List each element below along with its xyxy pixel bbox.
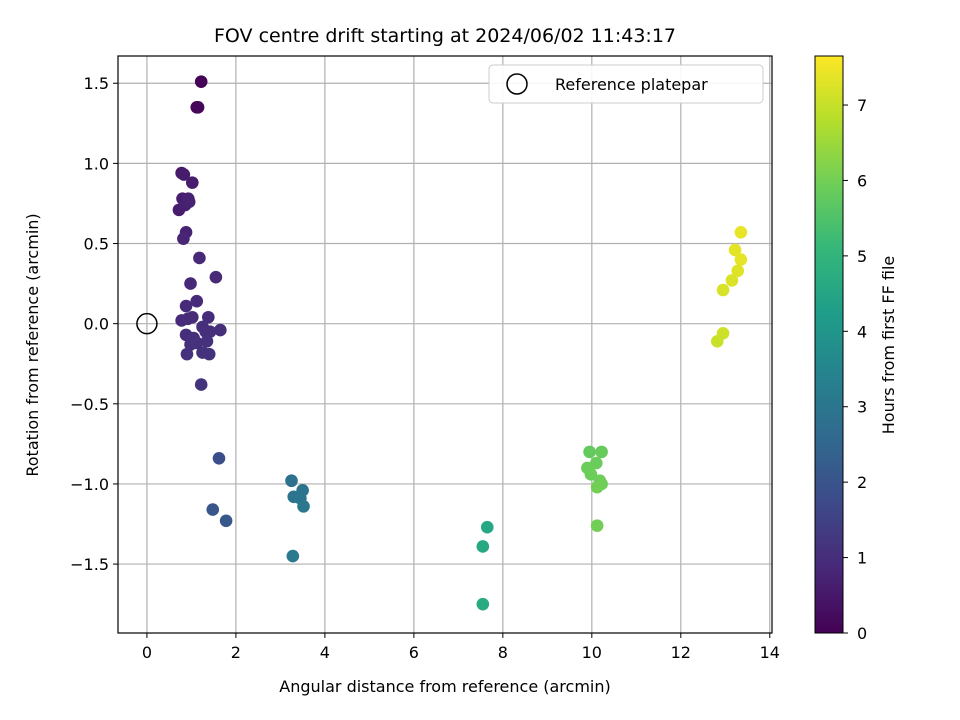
data-point	[209, 270, 223, 284]
data-point	[285, 474, 298, 488]
data-point	[194, 75, 208, 88]
data-point	[725, 274, 739, 287]
y-tick-label: 1.0	[84, 154, 109, 173]
data-point	[190, 336, 204, 350]
data-point	[179, 299, 193, 313]
data-point	[184, 277, 197, 290]
data-point	[480, 520, 494, 534]
colorbar-tick-label: 6	[857, 171, 867, 190]
data-point	[191, 100, 205, 114]
data-point	[214, 323, 227, 337]
colorbar-tick-label: 1	[857, 549, 867, 568]
data-point	[194, 378, 208, 391]
data-point	[212, 451, 226, 465]
colorbar-tick-label: 0	[857, 624, 867, 643]
data-point	[476, 597, 490, 611]
data-points	[172, 75, 748, 611]
data-point	[200, 334, 214, 348]
colorbar-label: Hours from first FF file	[879, 256, 898, 435]
legend-label: Reference platepar	[555, 75, 708, 94]
data-point	[193, 251, 206, 265]
legend-reference-marker	[506, 73, 528, 95]
reference-platepar-marker	[136, 312, 158, 335]
x-tick-label: 0	[142, 643, 152, 662]
data-point	[177, 232, 190, 246]
data-point	[710, 334, 724, 348]
colorbar-tick-label: 4	[857, 322, 867, 341]
data-point	[583, 445, 596, 459]
data-point	[590, 519, 604, 532]
y-axis-label: Rotation from reference (arcmin)	[23, 213, 42, 476]
data-point	[734, 226, 748, 239]
y-tick-label: 0.5	[84, 235, 109, 254]
data-point	[590, 480, 604, 494]
data-point	[202, 347, 216, 361]
data-point	[190, 294, 204, 308]
plot-frame	[117, 55, 773, 634]
colorbar-ticks: 0 1 2 3 4 5 6 7	[843, 96, 867, 643]
colorbar-tick-label: 5	[857, 247, 867, 266]
data-point	[202, 310, 215, 324]
data-point	[734, 253, 748, 266]
data-point	[716, 283, 730, 297]
x-tick-label: 14	[760, 643, 780, 662]
y-tick-label: −0.5	[70, 395, 109, 414]
data-point	[728, 243, 742, 257]
data-point	[731, 264, 745, 278]
data-point	[185, 310, 199, 324]
colorbar: 0 1 2 3 4 5 6 7 Hours from first FF file	[814, 55, 898, 643]
data-point	[185, 176, 199, 189]
data-point	[182, 195, 196, 209]
data-point	[286, 549, 300, 563]
y-tick-label: 0.0	[84, 315, 109, 334]
x-tick-label: 10	[582, 643, 602, 662]
grid-lines	[118, 56, 772, 633]
data-point	[595, 445, 608, 459]
data-point	[203, 325, 217, 338]
x-tick-label: 8	[498, 643, 508, 662]
x-axis-label: Angular distance from reference (arcmin)	[279, 677, 610, 696]
reference-point-layer	[136, 312, 158, 335]
legend: Reference platepar	[488, 64, 764, 104]
data-point	[297, 500, 310, 513]
y-axis-ticks: 1.5 1.0 0.5 0.0 −0.5 −1.0 −1.5	[70, 74, 118, 574]
data-point	[177, 168, 191, 181]
y-tick-label: −1.0	[70, 475, 109, 494]
y-tick-label: 1.5	[84, 74, 109, 93]
chart-title: FOV centre drift starting at 2024/06/02 …	[214, 25, 676, 47]
colorbar-gradient	[814, 55, 844, 634]
data-point	[206, 503, 220, 516]
y-tick-label: −1.5	[70, 555, 109, 574]
data-point	[584, 468, 598, 481]
x-axis-ticks: 0 2 4 6 8 10 12 14	[142, 633, 780, 662]
x-tick-label: 6	[409, 643, 419, 662]
data-point	[476, 540, 490, 553]
colorbar-tick-label: 3	[857, 398, 867, 417]
legend-box	[488, 64, 764, 104]
x-tick-label: 2	[231, 643, 241, 662]
colorbar-tick-label: 7	[857, 96, 867, 115]
x-tick-label: 4	[320, 643, 330, 662]
data-point	[180, 347, 194, 361]
x-tick-label: 12	[671, 643, 691, 662]
data-point	[219, 514, 233, 528]
colorbar-tick-label: 2	[857, 473, 867, 492]
